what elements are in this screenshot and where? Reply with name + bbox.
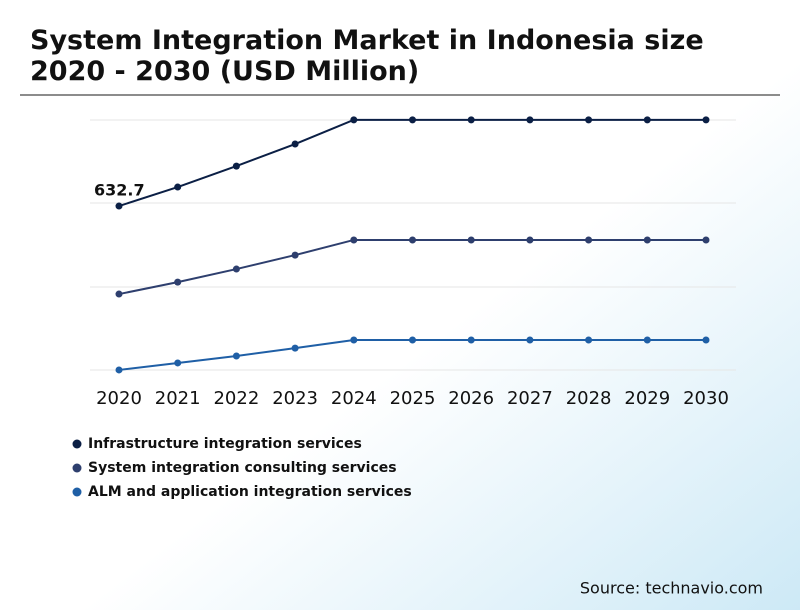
- data-point: [643, 336, 651, 344]
- data-point: [585, 236, 593, 244]
- data-point: [409, 116, 416, 124]
- legend-marker: [72, 487, 82, 497]
- data-point: [467, 236, 475, 244]
- data-point: [115, 202, 123, 210]
- data-point: [350, 336, 358, 344]
- data-point: [409, 336, 416, 344]
- x-tick-label: 2025: [390, 388, 436, 409]
- data-point: [232, 352, 240, 360]
- x-tick-label: 2029: [624, 388, 670, 409]
- data-point: [115, 366, 123, 374]
- data-point: [291, 140, 299, 148]
- data-point: [232, 162, 240, 170]
- x-tick-label: 2020: [96, 388, 142, 409]
- x-tick-label: 2026: [448, 388, 494, 409]
- data-point: [585, 116, 593, 124]
- data-point: [526, 236, 534, 244]
- legend-marker: [72, 439, 82, 449]
- data-point: [350, 236, 358, 244]
- data-label: 632.7: [94, 181, 145, 200]
- source: Source: technavio.com: [580, 579, 763, 598]
- data-point: [702, 116, 710, 124]
- data-point: [350, 116, 358, 124]
- data-point: [526, 116, 534, 124]
- x-tick-label: 2024: [331, 388, 377, 409]
- x-tick-label: 2028: [566, 388, 612, 409]
- data-point: [467, 116, 475, 124]
- legend-label: Infrastructure integration services: [88, 436, 362, 452]
- data-point: [467, 336, 475, 344]
- data-point: [702, 236, 710, 244]
- data-point: [409, 236, 416, 244]
- x-tick-label: 2022: [213, 388, 259, 409]
- data-point: [291, 344, 299, 352]
- data-point: [174, 278, 182, 286]
- data-point: [291, 251, 299, 259]
- data-point: [115, 290, 123, 298]
- data-point: [174, 183, 182, 191]
- legend-label: ALM and application integration services: [88, 484, 412, 500]
- data-point: [526, 336, 534, 344]
- x-tick-label: 2021: [155, 388, 201, 409]
- x-tick-label: 2027: [507, 388, 553, 409]
- x-tick-label: 2023: [272, 388, 318, 409]
- x-tick-label: 2030: [683, 388, 729, 409]
- data-point: [585, 336, 593, 344]
- data-point: [702, 336, 710, 344]
- data-point: [232, 265, 240, 273]
- data-point: [174, 359, 182, 367]
- chart-title: System Integration Market in Indonesia s…: [30, 25, 704, 87]
- legend-marker: [72, 463, 82, 473]
- legend-label: System integration consulting services: [88, 460, 397, 476]
- data-point: [643, 116, 651, 124]
- data-point: [643, 236, 651, 244]
